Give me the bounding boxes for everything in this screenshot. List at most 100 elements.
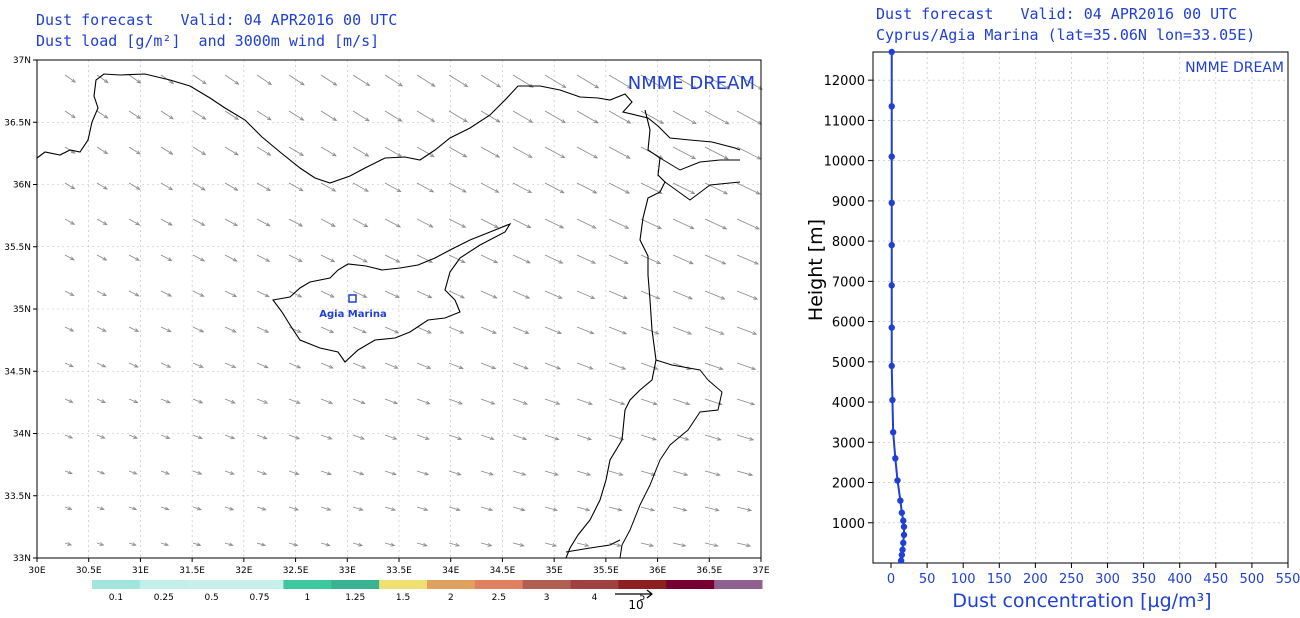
wind-vector xyxy=(544,290,562,299)
wind-vector-head xyxy=(197,471,203,475)
wind-vector xyxy=(576,434,592,440)
colorbar-segment xyxy=(714,580,763,589)
colorbar-label: 1.25 xyxy=(345,593,365,603)
map-lat-tick-label: 37N xyxy=(13,56,31,66)
wind-vector xyxy=(160,110,174,120)
wind-vector xyxy=(64,470,73,475)
wind-vector xyxy=(96,470,105,475)
wind-vector xyxy=(224,506,234,511)
wind-vector-head xyxy=(684,436,690,441)
wind-vector xyxy=(672,470,688,476)
wind-vector xyxy=(256,362,269,369)
wind-vector xyxy=(640,326,659,335)
wind-vector xyxy=(736,146,761,160)
wind-vector-head xyxy=(103,185,108,190)
wind-vector xyxy=(672,182,695,194)
wind-vector-head xyxy=(359,471,365,476)
wind-vector xyxy=(224,254,237,262)
wind-vector xyxy=(704,74,730,90)
wind-vector-head xyxy=(331,187,337,192)
wind-vector xyxy=(352,326,367,334)
wind-vectors xyxy=(64,74,764,548)
wind-vector-head xyxy=(198,364,204,368)
wind-vector-head xyxy=(754,225,760,230)
wind-vector-head xyxy=(103,114,109,119)
wind-vector-head xyxy=(265,257,271,262)
wind-vector-head xyxy=(659,120,665,124)
wind-vector-head xyxy=(461,223,467,228)
wind-vector-head xyxy=(625,154,631,159)
wind-vector-head xyxy=(262,471,268,475)
wind-vector-head xyxy=(519,543,525,547)
wind-vector-head xyxy=(554,436,560,441)
wind-vector-head xyxy=(462,153,468,158)
wind-vector xyxy=(192,362,204,368)
coastlines xyxy=(36,73,741,559)
map-lat-tick-label: 34.5N xyxy=(4,367,31,377)
wind-vector-head xyxy=(201,151,207,156)
wind-vector-head xyxy=(294,506,300,511)
wind-vector xyxy=(384,218,401,228)
wind-vector-head xyxy=(168,150,174,155)
wind-vector xyxy=(736,506,752,511)
wind-vector xyxy=(384,182,401,192)
wind-vector-head xyxy=(429,188,435,193)
colorbar-label: 3 xyxy=(544,593,550,603)
wind-vector xyxy=(544,326,562,334)
wind-vector-head xyxy=(692,85,698,90)
wind-vector-head xyxy=(134,328,140,332)
wind-vector xyxy=(736,74,763,90)
wind-vector xyxy=(224,470,234,475)
reference-vector-label: 10 xyxy=(628,598,643,612)
wind-vector-head xyxy=(199,293,205,297)
wind-vector-head xyxy=(622,330,628,335)
wind-vector-head xyxy=(230,399,236,404)
wind-vector-head xyxy=(622,295,628,299)
wind-vector xyxy=(256,218,270,227)
wind-vector-head xyxy=(396,188,402,193)
wind-vector-head xyxy=(682,507,688,512)
wind-vector xyxy=(320,146,337,157)
wind-vector-head xyxy=(390,542,396,547)
wind-vector xyxy=(480,146,500,158)
wind-vector-head xyxy=(657,225,663,229)
wind-vector xyxy=(512,110,533,123)
wind-vector xyxy=(448,434,462,440)
colorbar-segment xyxy=(379,580,428,589)
wind-vector xyxy=(192,542,201,546)
wind-vector xyxy=(736,542,751,547)
wind-vector-head xyxy=(101,327,107,332)
wind-vector-head xyxy=(521,471,527,476)
wind-vector xyxy=(96,182,108,190)
wind-vector-head xyxy=(585,507,591,512)
wind-vector xyxy=(736,218,760,230)
wind-vector-head xyxy=(621,366,627,370)
wind-vector-head xyxy=(70,220,76,225)
wind-vector xyxy=(448,110,468,123)
wind-vector xyxy=(256,326,269,333)
map-lon-tick-label: 36E xyxy=(649,566,666,576)
wind-vector xyxy=(160,362,171,368)
wind-vector xyxy=(480,398,495,405)
wind-vector xyxy=(512,218,531,229)
wind-vector xyxy=(704,290,725,300)
wind-vector xyxy=(640,110,664,124)
colorbar-segment xyxy=(570,580,619,589)
wind-vector xyxy=(512,254,531,264)
wind-vector xyxy=(192,506,202,511)
wind-vector-head xyxy=(749,437,755,441)
wind-vector xyxy=(384,290,400,298)
wind-vector xyxy=(544,110,566,123)
wind-vector xyxy=(288,74,305,86)
station-marker xyxy=(348,294,357,303)
map-lon-tick-label: 34.5E xyxy=(490,566,516,576)
wind-vector xyxy=(640,218,662,229)
wind-vector-head xyxy=(364,152,370,157)
wind-vector xyxy=(608,434,624,441)
wind-vector xyxy=(544,398,560,405)
wind-vector xyxy=(640,362,658,370)
wind-vector xyxy=(416,434,430,440)
wind-vector xyxy=(160,398,171,404)
wind-vector-head xyxy=(266,151,272,156)
wind-vector-head xyxy=(296,329,302,333)
